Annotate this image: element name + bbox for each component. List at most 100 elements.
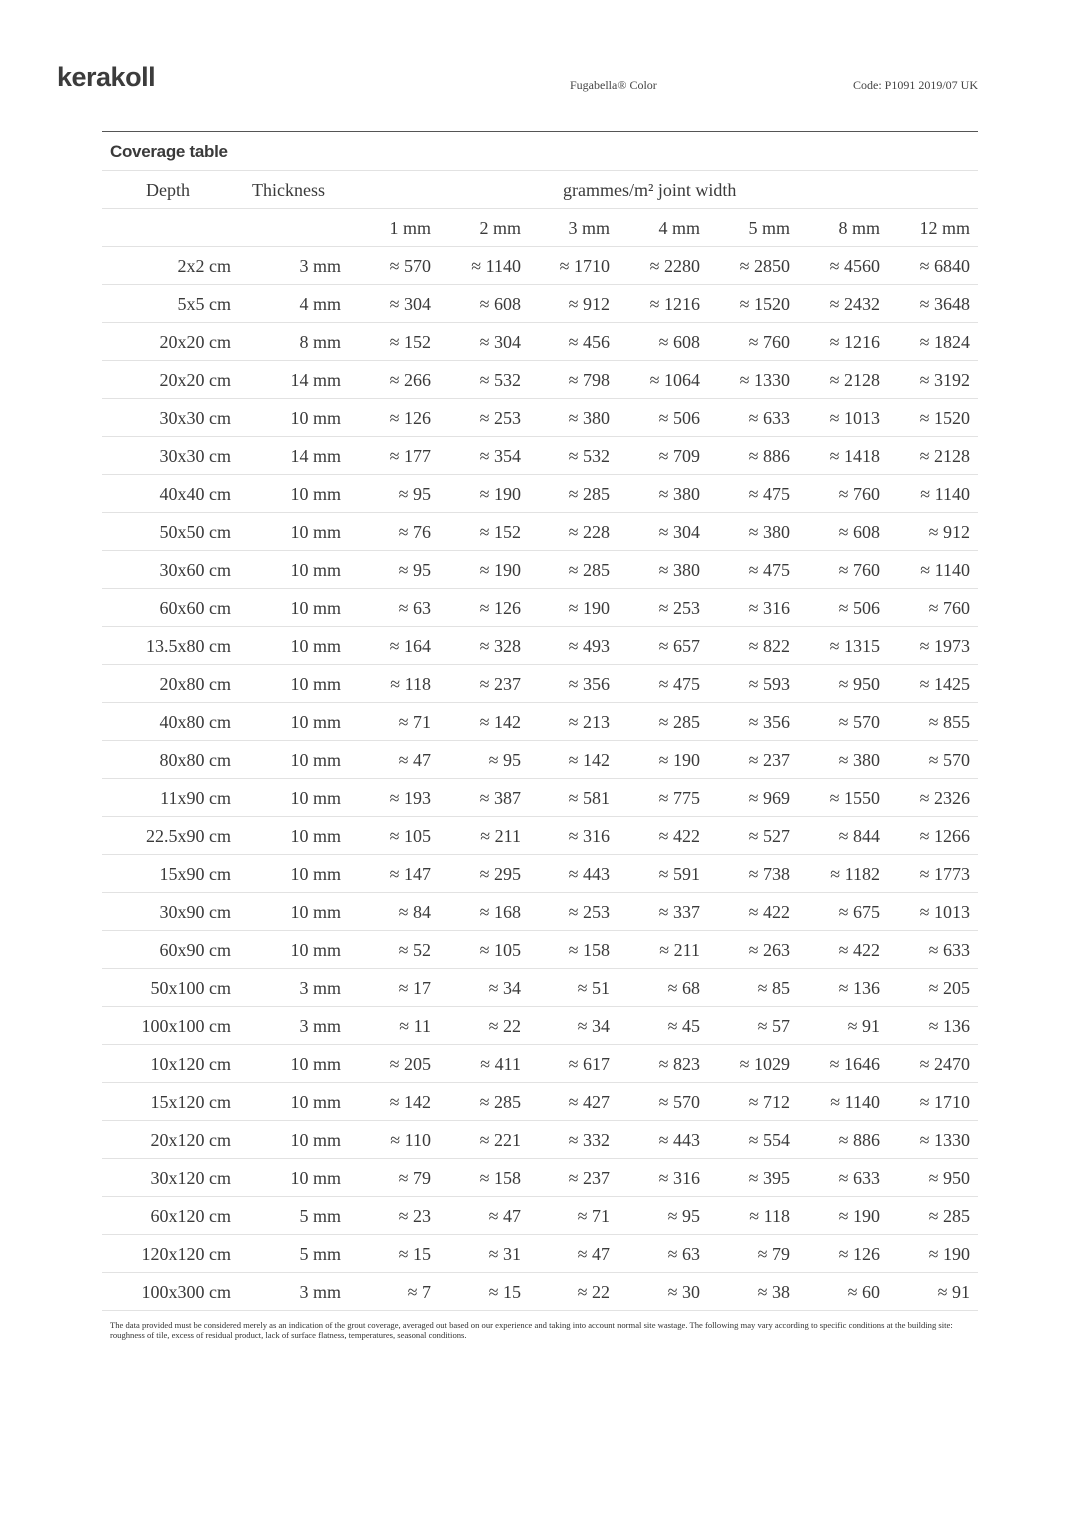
value-cell: ≈ 91 xyxy=(937,1282,970,1302)
value-cell: ≈ 147 xyxy=(389,864,431,884)
value-cell: ≈ 760 xyxy=(748,332,790,352)
value-cell: ≈ 527 xyxy=(748,826,790,846)
value-cell: ≈ 1013 xyxy=(919,902,970,922)
value-cell: ≈ 237 xyxy=(568,1168,610,1188)
value-cell: ≈ 950 xyxy=(928,1168,970,1188)
depth-header: Depth xyxy=(146,180,190,200)
thickness-cell: 10 mm xyxy=(290,864,341,884)
value-cell: ≈ 593 xyxy=(748,674,790,694)
value-cell: ≈ 380 xyxy=(568,408,610,428)
value-cell: ≈ 158 xyxy=(568,940,610,960)
value-cell: ≈ 532 xyxy=(568,446,610,466)
value-cell: ≈ 4560 xyxy=(829,256,880,276)
value-cell: ≈ 1710 xyxy=(559,256,610,276)
value-cell: ≈ 760 xyxy=(928,598,970,618)
value-cell: ≈ 95 xyxy=(398,560,431,580)
value-cell: ≈ 2432 xyxy=(829,294,880,314)
value-cell: ≈ 126 xyxy=(838,1244,880,1264)
depth-cell: 80x80 cm xyxy=(159,750,232,770)
value-cell: ≈ 47 xyxy=(577,1244,610,1264)
value-cell: ≈ 228 xyxy=(568,522,610,542)
value-cell: ≈ 47 xyxy=(488,1206,521,1226)
value-cell: ≈ 316 xyxy=(658,1168,700,1188)
value-cell: ≈ 51 xyxy=(577,978,610,998)
value-cell: ≈ 2326 xyxy=(919,788,970,808)
value-cell: ≈ 34 xyxy=(577,1016,610,1036)
value-cell: ≈ 110 xyxy=(390,1130,431,1150)
value-cell: ≈ 1710 xyxy=(919,1092,970,1112)
table-row: 10x120 cm 10 mm ≈ 205 ≈ 411 ≈ 617 ≈ 823 ≈ 1029… xyxy=(102,1045,978,1083)
value-cell: ≈ 1550 xyxy=(829,788,880,808)
value-cell: ≈ 1182 xyxy=(830,864,880,884)
value-cell: ≈ 395 xyxy=(748,1168,790,1188)
value-cell: ≈ 118 xyxy=(749,1206,790,1226)
value-cell: ≈ 886 xyxy=(838,1130,880,1150)
value-cell: ≈ 1064 xyxy=(649,370,700,390)
value-cell: ≈ 79 xyxy=(398,1168,431,1188)
value-cell: ≈ 253 xyxy=(479,408,521,428)
thickness-cell: 3 mm xyxy=(299,1282,341,1302)
value-cell: ≈ 506 xyxy=(838,598,880,618)
value-cell: ≈ 11 xyxy=(399,1016,431,1036)
depth-cell: 20x20 cm xyxy=(159,332,232,352)
value-cell: ≈ 71 xyxy=(398,712,431,732)
table-row: 30x90 cm 10 mm ≈ 84 ≈ 168 ≈ 253 ≈ 337 ≈ 422 ≈ 6… xyxy=(102,893,978,931)
value-cell: ≈ 38 xyxy=(757,1282,790,1302)
thickness-cell: 3 mm xyxy=(299,978,341,998)
value-cell: ≈ 475 xyxy=(748,560,790,580)
table-row: 2x2 cm 3 mm ≈ 570 ≈ 1140 ≈ 1710 ≈ 2280 ≈ 2850 ≈… xyxy=(102,247,978,285)
footnote: The data provided must be considered mer… xyxy=(110,1320,953,1340)
value-cell: ≈ 443 xyxy=(568,864,610,884)
depth-cell: 20x80 cm xyxy=(159,674,232,694)
value-cell: ≈ 775 xyxy=(658,788,700,808)
thickness-cell: 10 mm xyxy=(290,712,341,732)
thickness-cell: 10 mm xyxy=(290,522,341,542)
value-cell: ≈ 1520 xyxy=(919,408,970,428)
table-row: 40x40 cm 10 mm ≈ 95 ≈ 190 ≈ 285 ≈ 380 ≈ 475 ≈ 7… xyxy=(102,475,978,513)
table-row: 15x90 cm 10 mm ≈ 147 ≈ 295 ≈ 443 ≈ 591 ≈ 738 ≈ … xyxy=(102,855,978,893)
thickness-header: Thickness xyxy=(252,180,325,200)
value-cell: ≈ 190 xyxy=(568,598,610,618)
depth-cell: 30x30 cm xyxy=(159,408,232,428)
value-cell: ≈ 709 xyxy=(658,446,700,466)
depth-cell: 20x120 cm xyxy=(150,1130,232,1150)
value-cell: ≈ 1824 xyxy=(919,332,970,352)
value-cell: ≈ 118 xyxy=(390,674,431,694)
document-code: Code: P1091 2019/07 UK xyxy=(852,78,978,92)
value-cell: ≈ 15 xyxy=(488,1282,521,1302)
value-cell: ≈ 126 xyxy=(479,598,521,618)
value-cell: ≈ 1973 xyxy=(919,636,970,656)
value-cell: ≈ 969 xyxy=(748,788,790,808)
thickness-cell: 10 mm xyxy=(290,1168,341,1188)
depth-cell: 22.5x90 cm xyxy=(146,826,231,846)
value-cell: ≈ 1330 xyxy=(739,370,790,390)
value-cell: ≈ 608 xyxy=(838,522,880,542)
thickness-cell: 3 mm xyxy=(299,256,341,276)
table-row: 100x300 cm 3 mm ≈ 7 ≈ 15 ≈ 22 ≈ 30 ≈ 38 ≈ 60 ≈ 9… xyxy=(102,1273,978,1311)
value-cell: ≈ 475 xyxy=(658,674,700,694)
value-cell: ≈ 190 xyxy=(658,750,700,770)
value-cell: ≈ 380 xyxy=(658,484,700,504)
value-cell: ≈ 570 xyxy=(658,1092,700,1112)
coverage-table: Coverage table Depth Thickness grammes/m… xyxy=(102,131,978,1311)
value-cell: ≈ 136 xyxy=(838,978,880,998)
table-row: 40x80 cm 10 mm ≈ 71 ≈ 142 ≈ 213 ≈ 285 ≈ 356 ≈ 5… xyxy=(102,703,978,741)
table-row: 22.5x90 cm 10 mm ≈ 105 ≈ 211 ≈ 316 ≈ 422 ≈ 527… xyxy=(102,817,978,855)
thickness-cell: 10 mm xyxy=(290,484,341,504)
value-cell: ≈ 912 xyxy=(568,294,610,314)
value-cell: ≈ 1140 xyxy=(830,1092,880,1112)
thickness-cell: 5 mm xyxy=(299,1206,341,1226)
value-cell: ≈ 60 xyxy=(847,1282,880,1302)
value-cell: ≈ 581 xyxy=(568,788,610,808)
value-cell: ≈ 427 xyxy=(568,1092,610,1112)
value-cell: ≈ 237 xyxy=(479,674,521,694)
thickness-cell: 10 mm xyxy=(290,1092,341,1112)
thickness-cell: 10 mm xyxy=(290,560,341,580)
value-cell: ≈ 105 xyxy=(479,940,521,960)
value-cell: ≈ 31 xyxy=(488,1244,521,1264)
value-cell: ≈ 190 xyxy=(928,1244,970,1264)
value-cell: ≈ 633 xyxy=(748,408,790,428)
value-cell: ≈ 493 xyxy=(568,636,610,656)
depth-cell: 50x100 cm xyxy=(150,978,232,998)
table-row: 11x90 cm 10 mm ≈ 193 ≈ 387 ≈ 581 ≈ 775 ≈ 969 ≈ … xyxy=(102,779,978,817)
